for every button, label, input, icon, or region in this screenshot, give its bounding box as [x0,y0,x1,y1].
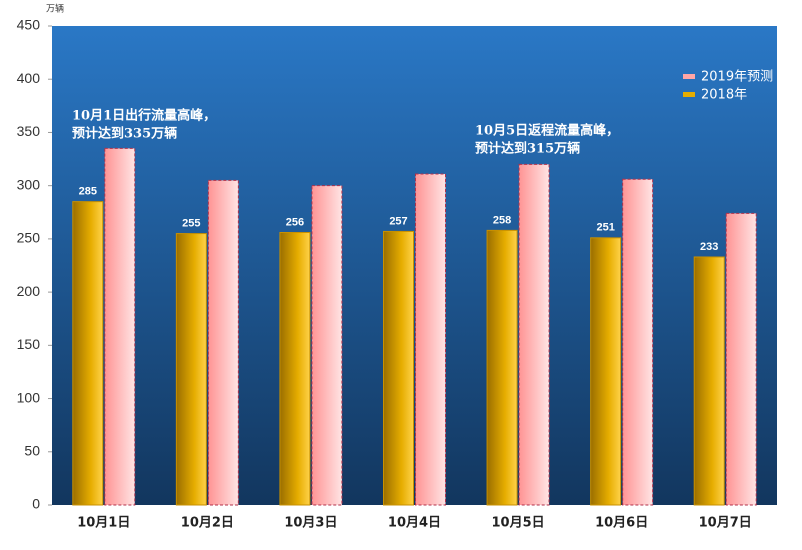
value-label: 258 [493,214,511,226]
annotation: 10月5日返程流量高峰， [475,123,619,139]
x-tick-label: 10月5日 [492,516,545,531]
bar [486,229,518,506]
bar [175,233,207,506]
bar [383,230,414,506]
legend-swatch [683,92,695,97]
x-tick-label: 10月7日 [699,516,752,531]
bar [518,163,550,506]
annotation: 预计达到315万辆 [475,141,580,157]
value-label: 285 [79,186,97,198]
bar [693,256,725,506]
value-label: 257 [389,215,407,227]
bar [590,237,622,506]
y-tick-label: 150 [17,336,41,352]
y-tick-label: 200 [17,283,41,299]
legend-label: 2019年预测 [701,70,773,85]
x-tick-label: 10月4日 [388,516,441,531]
y-tick-label: 250 [17,230,41,246]
x-tick-label: 10月1日 [77,516,130,531]
legend-swatch [683,74,695,79]
y-tick-label: 300 [17,176,41,192]
annotation: 10月1日出行流量高峰， [72,108,216,124]
value-label: 251 [596,222,614,234]
x-tick-label: 10月2日 [181,516,234,531]
bar [104,147,136,506]
bar [725,212,757,506]
y-tick-label: 400 [17,70,41,86]
value-label: 255 [182,217,200,229]
y-tick-label: 450 [17,17,41,33]
y-tick-label: 350 [17,123,41,139]
bar [207,179,239,506]
y-tick-label: 50 [24,442,40,458]
x-tick-label: 10月3日 [284,516,337,531]
bar [622,178,654,506]
bar [311,185,343,506]
x-tick-label: 10月6日 [595,516,648,531]
y-tick-label: 100 [17,389,41,405]
unit-label: 万辆 [46,3,64,15]
value-label: 233 [700,241,718,253]
bar [72,201,104,506]
bar [415,173,446,506]
value-label: 256 [286,216,304,228]
annotation: 预计达到335万辆 [72,126,177,142]
plot-area [52,26,777,505]
y-tick-label: 0 [32,496,40,512]
bar [279,232,311,506]
legend-label: 2018年 [701,88,747,103]
